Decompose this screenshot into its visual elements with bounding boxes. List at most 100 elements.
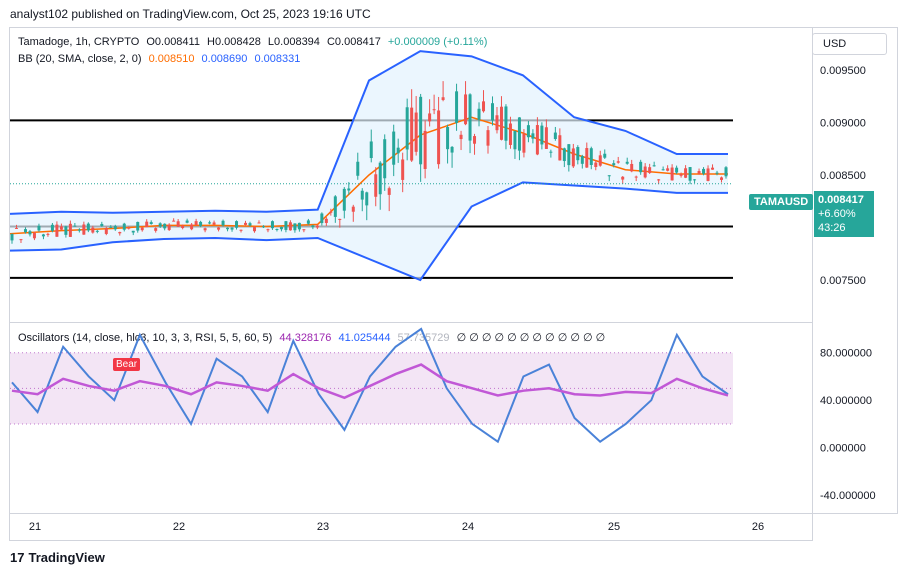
candle-body	[244, 222, 248, 225]
price-tick-label: 0.008500	[820, 170, 866, 182]
candle-body	[549, 151, 553, 153]
candle-body	[607, 175, 611, 177]
candle-body	[643, 166, 647, 178]
candle-body	[612, 163, 616, 166]
candle-body	[468, 94, 472, 141]
candle-body	[666, 168, 670, 171]
candle-body	[302, 229, 306, 231]
bb-upper-value: 0.008690	[201, 53, 248, 65]
osc-tick-label: 80.000000	[820, 348, 872, 360]
candle-body	[459, 134, 463, 140]
candle-body	[181, 225, 185, 229]
symbol-name: Tamadoge, 1h, CRYPTO	[18, 36, 140, 48]
bb-basis-line	[9, 116, 728, 235]
candle-body	[194, 221, 198, 226]
candle-body	[131, 230, 135, 233]
osc-value-3: 57.735729	[397, 332, 450, 344]
bb-fill	[10, 51, 728, 280]
bb-label: BB (20, SMA, close, 2, 0)	[18, 53, 142, 65]
osc-tick-label: -40.000000	[820, 490, 876, 502]
candle-body	[257, 222, 261, 224]
candle-body	[154, 228, 158, 231]
candle-body	[50, 224, 54, 231]
last-change: +6.60%	[818, 208, 856, 220]
candle-body	[333, 196, 337, 217]
candle-body	[73, 225, 77, 227]
candle-body	[535, 125, 539, 155]
osc-main-line	[11, 327, 729, 444]
candle-body	[522, 133, 526, 153]
candle-body	[172, 220, 176, 222]
candle-body	[630, 163, 634, 172]
candle-body	[477, 108, 481, 120]
candle-body	[342, 188, 346, 211]
candle-body	[508, 123, 512, 145]
candle-body	[329, 211, 333, 213]
candle-body	[374, 174, 378, 197]
candle-body	[455, 91, 459, 123]
candle-body	[558, 135, 562, 161]
candle-body	[598, 155, 602, 166]
currency-selector[interactable]: USD	[812, 33, 887, 55]
time-tick-label: 26	[752, 521, 764, 533]
candle-body	[531, 133, 535, 139]
bb-lower-line	[9, 181, 728, 282]
time-axis[interactable]	[9, 513, 813, 541]
candle-body	[657, 179, 661, 181]
candle-body	[419, 96, 423, 165]
candle-body	[724, 167, 728, 177]
candle-body	[616, 161, 620, 163]
time-tick-label: 23	[317, 521, 329, 533]
candle-body	[203, 228, 207, 231]
candle-body	[504, 106, 508, 141]
symbol-legend: Tamadoge, 1h, CRYPTO O0.008411 H0.008428…	[18, 36, 491, 48]
candle-body	[284, 221, 288, 230]
candle-body	[634, 176, 638, 178]
candle-body	[109, 226, 113, 228]
candle-body	[275, 228, 279, 230]
ohlc-high: H0.008428	[207, 36, 261, 48]
candle-body	[23, 229, 27, 233]
candle-body	[473, 136, 477, 144]
candle-body	[706, 168, 710, 181]
candle-body	[410, 107, 414, 161]
candle-body	[113, 225, 117, 230]
candle-body	[28, 231, 32, 235]
osc-label: Oscillators (14, close, hlc3, 10, 3, 3, …	[18, 332, 273, 344]
candle-body	[396, 147, 400, 154]
candle-body	[252, 227, 256, 232]
candle-body	[315, 225, 319, 228]
candle-body	[576, 147, 580, 161]
bear-label: Bear	[113, 358, 141, 371]
candle-body	[625, 161, 629, 164]
candle-body	[464, 94, 468, 125]
candle-body	[208, 222, 212, 224]
candle-body	[414, 112, 418, 152]
candle-body	[149, 222, 153, 225]
candle-body	[544, 127, 548, 149]
price-tick-label: 0.009000	[820, 118, 866, 130]
candle-body	[499, 106, 503, 140]
ohlc-change: +0.000009 (+0.11%)	[387, 36, 488, 48]
osc-signal-line	[11, 363, 729, 400]
candle-body	[661, 169, 665, 171]
osc-tick-label: 40.000000	[820, 395, 872, 407]
candle-body	[248, 223, 252, 226]
candle-body	[580, 156, 584, 164]
candle-body	[320, 213, 324, 224]
tradingview-logo[interactable]: 17 TradingView	[10, 550, 105, 565]
candle-body	[176, 221, 180, 227]
candle-body	[37, 225, 41, 231]
candle-body	[711, 167, 715, 170]
last-price-box: 0.008417 +6.60% 43:26	[814, 191, 874, 237]
candle-body	[423, 130, 427, 169]
candle-body	[392, 131, 396, 165]
price-axis[interactable]	[812, 27, 898, 514]
candle-body	[217, 227, 221, 230]
candle-body	[145, 221, 149, 228]
candle-body	[684, 168, 688, 178]
candle-body	[19, 239, 23, 241]
time-tick-label: 25	[608, 521, 620, 533]
candle-body	[517, 117, 521, 151]
candle-body	[100, 223, 104, 227]
